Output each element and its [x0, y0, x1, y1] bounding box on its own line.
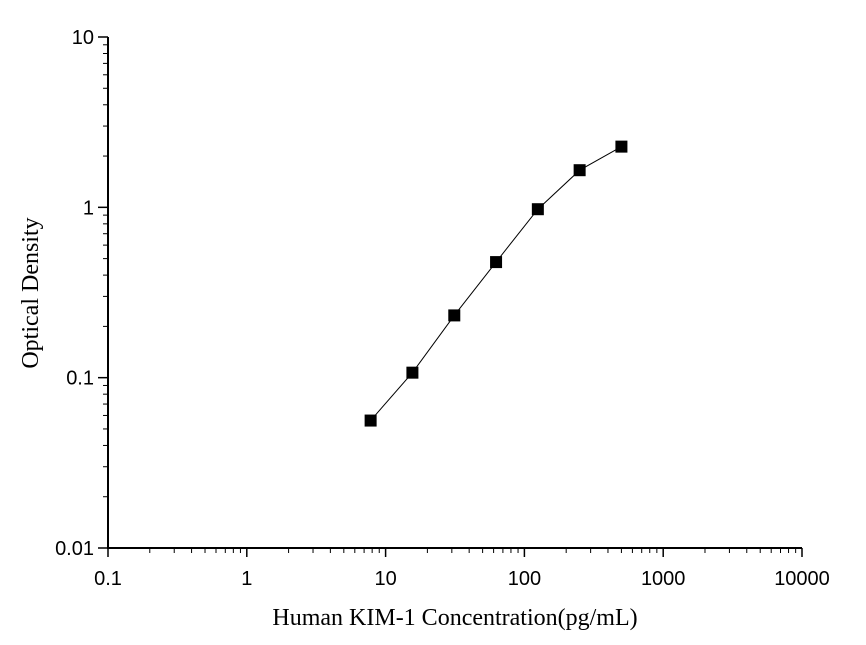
data-point — [490, 256, 503, 269]
y-axis-title: Optical Density — [18, 217, 44, 368]
data-point — [448, 309, 461, 322]
y-tick-label: 0.1 — [66, 368, 94, 390]
x-tick-label: 100 — [508, 568, 541, 590]
series-line — [370, 146, 622, 421]
y-tick-label: 1 — [83, 197, 94, 219]
minor-ticks — [103, 44, 797, 553]
data-point — [406, 366, 419, 379]
x-tick-label: 10 — [374, 568, 396, 590]
data-point — [364, 414, 377, 427]
data-point — [531, 203, 544, 216]
plot-series — [364, 140, 628, 427]
data-point — [615, 140, 628, 153]
x-tick-label: 0.1 — [94, 568, 122, 590]
x-tick-label: 1000 — [641, 568, 686, 590]
x-axis-title: Human KIM-1 Concentration(pg/mL) — [272, 605, 637, 631]
major-ticks — [98, 36, 803, 557]
y-tick-label: 10 — [72, 27, 94, 49]
data-point — [573, 164, 586, 177]
x-tick-label: 10000 — [774, 568, 830, 590]
y-tick-label: 0.01 — [55, 538, 94, 560]
x-tick-label: 1 — [241, 568, 252, 590]
